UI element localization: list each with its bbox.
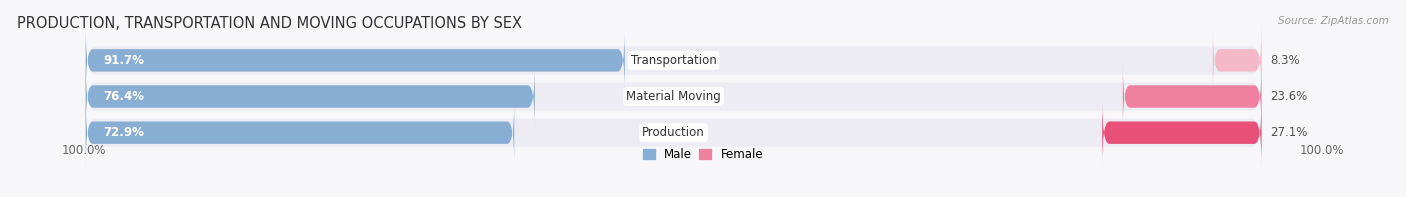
FancyBboxPatch shape: [86, 56, 1261, 137]
Text: Source: ZipAtlas.com: Source: ZipAtlas.com: [1278, 16, 1389, 26]
Text: 72.9%: 72.9%: [103, 126, 145, 139]
FancyBboxPatch shape: [1102, 100, 1261, 165]
Text: 100.0%: 100.0%: [62, 144, 107, 157]
FancyBboxPatch shape: [86, 64, 534, 129]
FancyBboxPatch shape: [1213, 28, 1261, 93]
FancyBboxPatch shape: [86, 28, 624, 93]
FancyBboxPatch shape: [1123, 64, 1261, 129]
Text: Production: Production: [643, 126, 704, 139]
Text: 23.6%: 23.6%: [1271, 90, 1308, 103]
FancyBboxPatch shape: [86, 100, 515, 165]
Text: 100.0%: 100.0%: [1299, 144, 1344, 157]
Text: PRODUCTION, TRANSPORTATION AND MOVING OCCUPATIONS BY SEX: PRODUCTION, TRANSPORTATION AND MOVING OC…: [17, 16, 522, 31]
Legend: Male, Female: Male, Female: [643, 149, 763, 162]
FancyBboxPatch shape: [86, 93, 1261, 173]
Text: 76.4%: 76.4%: [103, 90, 145, 103]
Text: 8.3%: 8.3%: [1271, 54, 1301, 67]
Text: 91.7%: 91.7%: [103, 54, 145, 67]
FancyBboxPatch shape: [86, 20, 1261, 100]
Text: 27.1%: 27.1%: [1271, 126, 1308, 139]
Text: Material Moving: Material Moving: [626, 90, 721, 103]
Text: Transportation: Transportation: [631, 54, 717, 67]
